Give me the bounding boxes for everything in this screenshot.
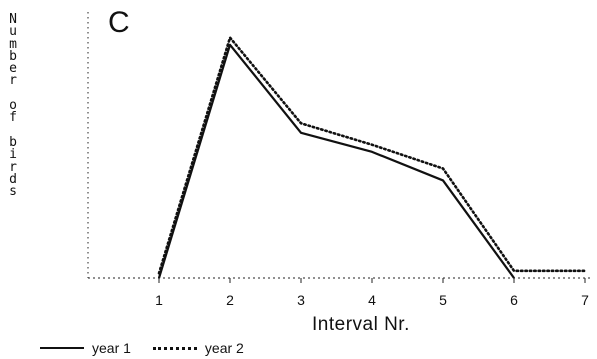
legend-item-year-2: year 2 [152, 340, 244, 356]
x-tick-label: 1 [155, 292, 163, 308]
legend-swatch-solid [40, 347, 84, 349]
series-line-2 [157, 36, 587, 275]
legend: year 1 year 2 [40, 340, 266, 356]
panel-label: C [108, 6, 130, 39]
x-tick-label: 3 [297, 292, 305, 308]
x-tick-label: 5 [439, 292, 447, 308]
legend-label-year-2: year 2 [204, 340, 244, 356]
x-tick-label: 4 [368, 292, 376, 308]
series-layer [157, 36, 587, 279]
series-line-1 [157, 43, 515, 279]
x-tick-label: 6 [510, 292, 518, 308]
y-axis-label: N u m b e r o f b i r d s [9, 12, 17, 200]
legend-item-year-1: year 1 [40, 340, 131, 356]
legend-label-year-1: year 1 [92, 340, 131, 356]
x-tick-label: 2 [226, 292, 234, 308]
legend-swatch-dotted [152, 346, 197, 350]
x-axis: 1 2 3 4 5 6 7 [88, 277, 590, 308]
x-tick-label: 7 [581, 292, 589, 308]
x-axis-label: Interval Nr. [312, 314, 410, 335]
